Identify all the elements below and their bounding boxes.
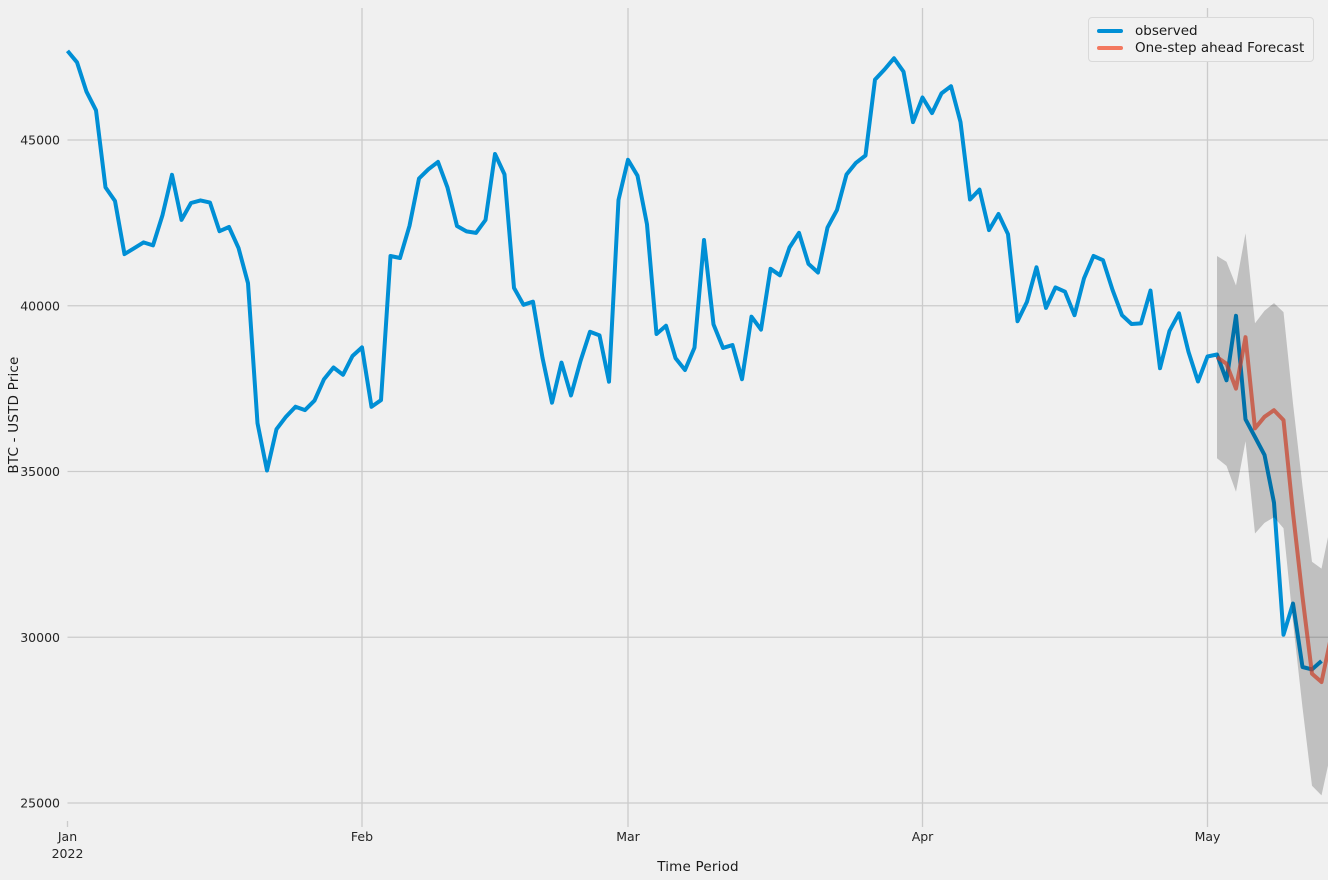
x-tick-sublabel: 2022 xyxy=(52,846,84,861)
y-tick-label: 45000 xyxy=(20,133,60,148)
x-tick-label: Feb xyxy=(351,829,373,844)
x-tick-label: Jan xyxy=(57,829,77,844)
observed-line-swatch xyxy=(1097,29,1123,34)
y-tick-label: 35000 xyxy=(20,464,60,479)
x-tick-label: Apr xyxy=(912,829,934,844)
forecast-line xyxy=(1215,335,1328,684)
x-axis-label: Time Period xyxy=(657,859,739,875)
x-tick-label: May xyxy=(1195,829,1221,844)
legend: observed One-step ahead Forecast xyxy=(1088,17,1314,62)
legend-label-observed: observed xyxy=(1135,23,1198,40)
observed-line xyxy=(65,49,1323,672)
legend-item-forecast: One-step ahead Forecast xyxy=(1097,39,1305,56)
x-tick-label: Mar xyxy=(616,829,640,844)
y-tick-label: 40000 xyxy=(20,298,60,313)
forecast-line-swatch xyxy=(1097,45,1123,50)
y-tick-label: 25000 xyxy=(20,795,60,810)
legend-item-observed: observed xyxy=(1097,23,1303,39)
legend-label-forecast: One-step ahead Forecast xyxy=(1135,39,1305,56)
y-tick-label: 30000 xyxy=(20,630,60,645)
y-axis-label: BTC - USTD Price xyxy=(6,356,22,474)
confidence-band xyxy=(1217,233,1328,796)
